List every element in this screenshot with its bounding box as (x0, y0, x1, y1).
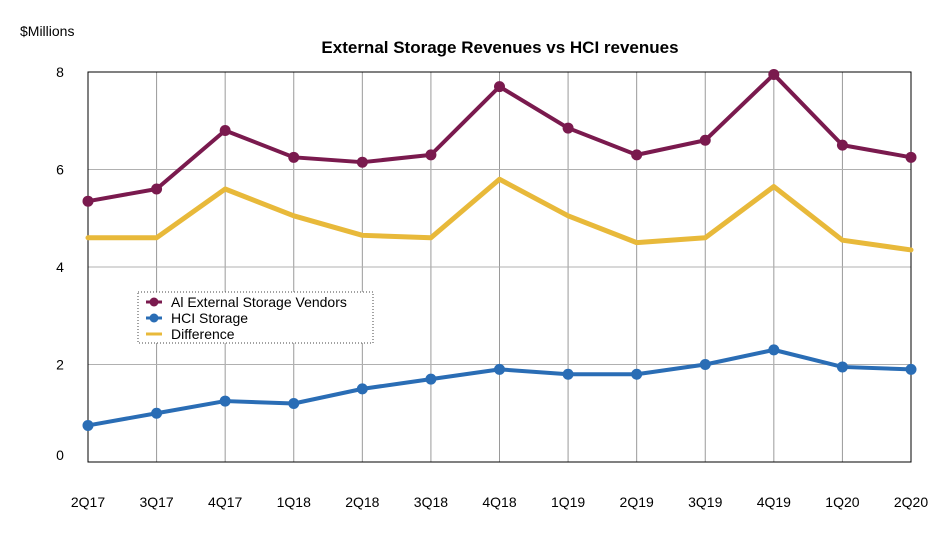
y-tick-label: 6 (56, 162, 64, 178)
x-tick-label: 2Q17 (71, 494, 105, 510)
data-point (494, 363, 505, 375)
data-point (151, 407, 163, 419)
data-point (288, 398, 300, 409)
data-point (288, 151, 300, 163)
x-tick-label: 2Q20 (894, 494, 928, 510)
data-point (631, 149, 643, 161)
data-point (562, 122, 574, 134)
series-line-2 (85, 176, 914, 253)
data-point (562, 368, 574, 380)
legend-swatch-marker (149, 313, 159, 323)
plot-frame (87, 71, 912, 463)
x-tick-label: 2Q19 (620, 494, 654, 510)
y-tick-label: 0 (56, 447, 64, 463)
y-axis-unit-label: $Millions (20, 23, 74, 39)
x-tick-label: 4Q18 (482, 494, 516, 510)
data-point (905, 151, 917, 163)
legend-label: Al External Storage Vendors (171, 294, 347, 310)
legend-label: HCI Storage (171, 310, 248, 326)
legend-box (137, 291, 374, 344)
x-tick-label: 4Q19 (757, 494, 791, 510)
data-point (836, 139, 848, 151)
data-point (219, 395, 231, 407)
x-tick-label: 3Q17 (139, 494, 173, 510)
data-point (356, 156, 368, 168)
data-point (631, 368, 643, 380)
data-point (494, 81, 505, 93)
legend-swatch-marker (149, 297, 159, 307)
x-tick-label: 4Q17 (208, 494, 242, 510)
x-tick-label: 1Q20 (825, 494, 859, 510)
y-tick-label: 8 (56, 64, 64, 80)
data-point (82, 419, 94, 431)
chart-title: External Storage Revenues vs HCI revenue… (321, 38, 678, 57)
x-tick-label: 1Q19 (551, 494, 585, 510)
y-tick-label: 2 (56, 357, 64, 373)
data-point (768, 344, 780, 356)
legend-label: Difference (171, 326, 235, 342)
data-point (836, 361, 848, 373)
data-point (768, 68, 780, 80)
x-tick-label: 3Q18 (414, 494, 448, 510)
data-point (699, 134, 711, 146)
data-point (905, 363, 917, 375)
data-point (82, 195, 94, 207)
data-point (151, 183, 163, 195)
series-layer (82, 68, 917, 431)
x-tick-label: 2Q18 (345, 494, 379, 510)
x-axis-ticks: 2Q17 3Q17 4Q17 1Q18 2Q18 3Q18 4Q18 1Q19 2Q19 3Q19… (71, 494, 928, 510)
x-tick-label: 1Q18 (277, 494, 311, 510)
data-point (425, 373, 437, 385)
y-axis-ticks: 0 2 4 6 8 (56, 64, 64, 463)
data-point (356, 383, 368, 395)
x-tick-label: 3Q19 (688, 494, 722, 510)
data-point (219, 125, 231, 136)
y-tick-label: 4 (56, 259, 64, 275)
data-point (699, 359, 711, 370)
data-point (425, 149, 437, 161)
